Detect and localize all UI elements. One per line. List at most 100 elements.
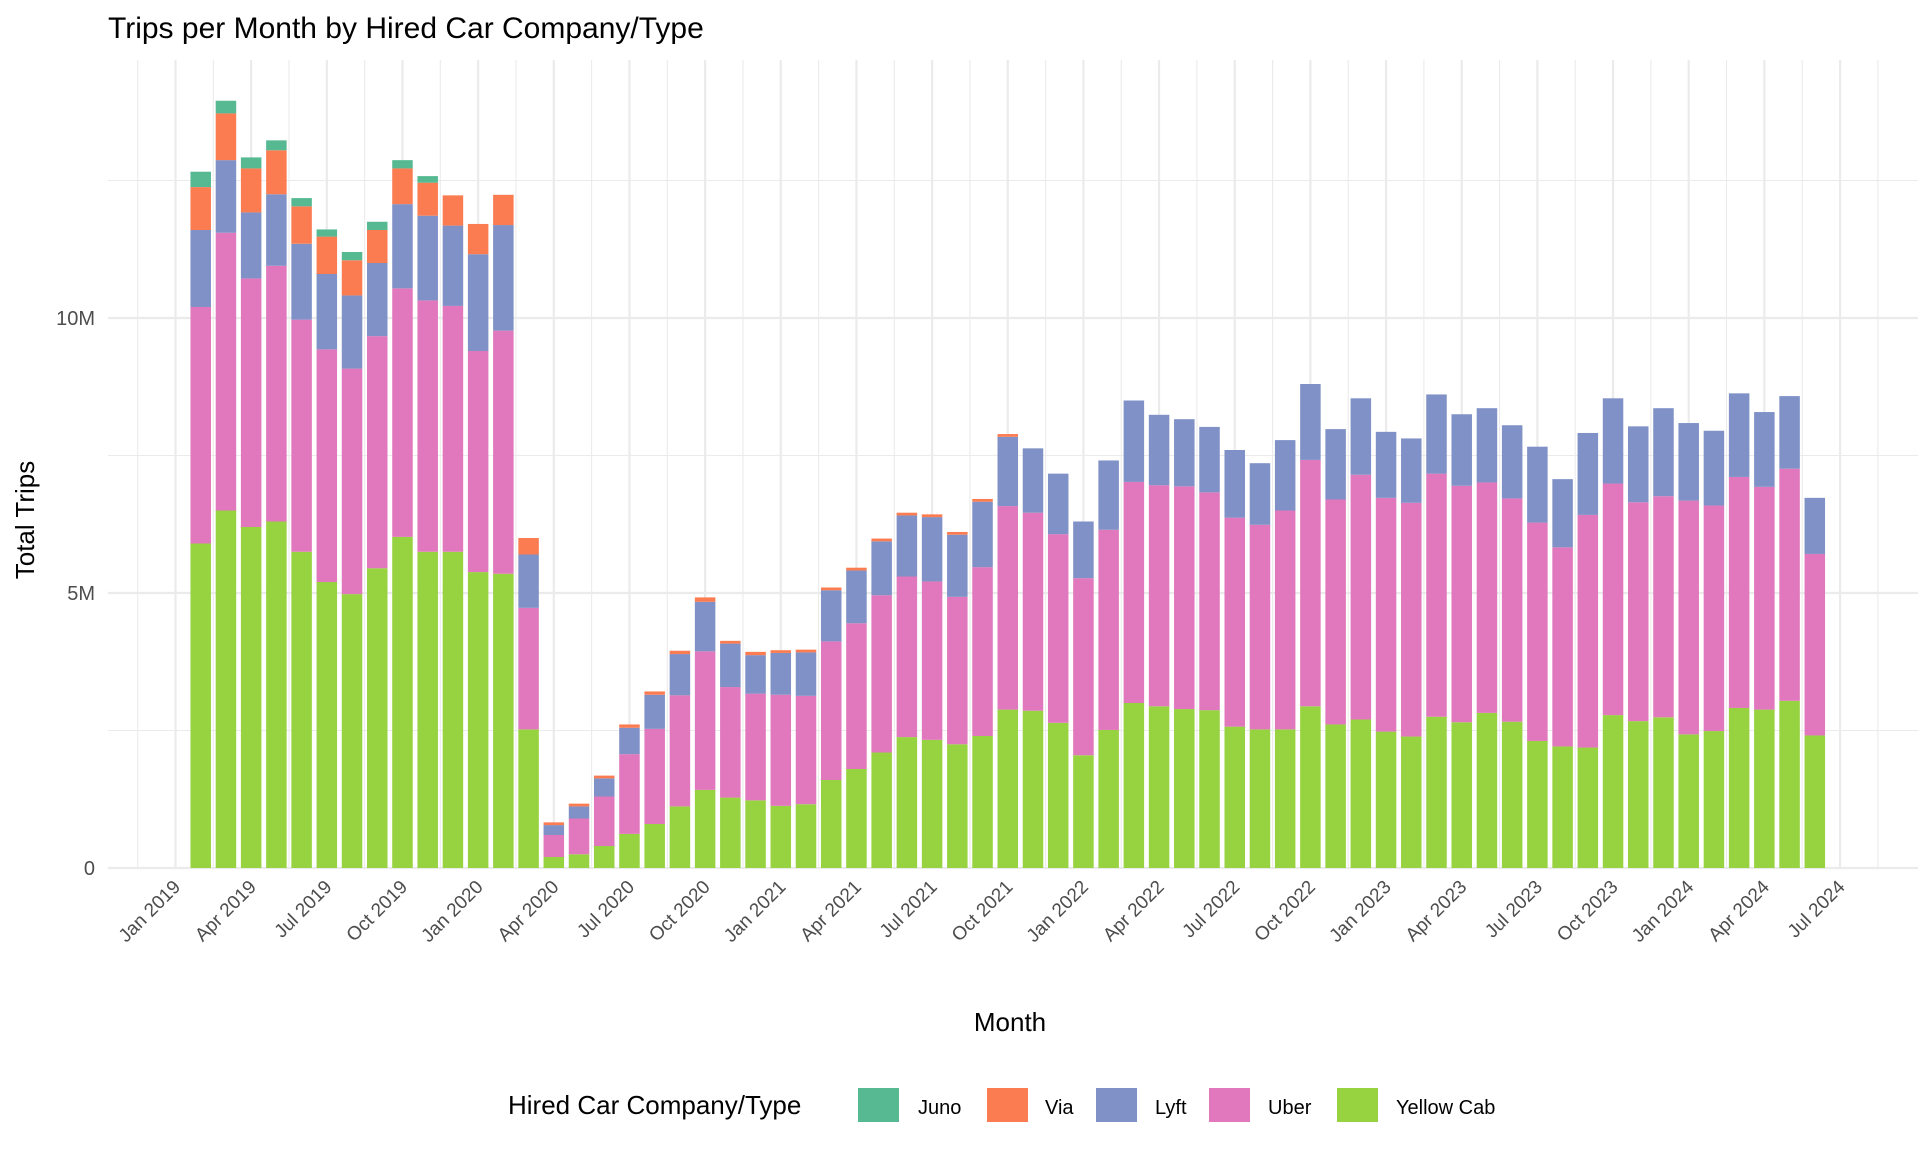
x-tick-label: Apr 2019 bbox=[191, 877, 260, 946]
bar-yellow-cab-2022-08 bbox=[1249, 729, 1271, 868]
bar-yellow-cab-2019-05 bbox=[266, 521, 287, 868]
x-tick-label: Jul 2024 bbox=[1784, 876, 1850, 942]
x-tick-label: Oct 2021 bbox=[948, 877, 1017, 946]
bar-lyft-2024-05 bbox=[1779, 396, 1800, 469]
bar-uber-2020-04 bbox=[543, 835, 565, 857]
bar-lyft-2020-09 bbox=[669, 654, 691, 696]
bar-uber-2023-04 bbox=[1451, 485, 1472, 723]
bar-yellow-cab-2023-06 bbox=[1501, 721, 1523, 868]
bar-yellow-cab-2023-02 bbox=[1401, 736, 1422, 868]
bar-lyft-2021-01 bbox=[770, 652, 792, 695]
bar-lyft-2021-08 bbox=[947, 534, 968, 597]
bar-uber-2023-08 bbox=[1552, 547, 1573, 747]
bar-lyft-2020-03 bbox=[518, 554, 539, 608]
bar-juno-2019-02 bbox=[190, 171, 211, 188]
bar-juno-2019-09 bbox=[367, 221, 388, 230]
bar-via-2020-08 bbox=[644, 691, 665, 695]
bar-yellow-cab-2023-04 bbox=[1451, 722, 1472, 868]
bar-uber-2023-10 bbox=[1602, 483, 1624, 716]
bar-lyft-2022-12 bbox=[1350, 398, 1372, 475]
x-tick-label: Jul 2020 bbox=[573, 877, 639, 943]
bar-via-2019-04 bbox=[240, 168, 262, 213]
bar-yellow-cab-2022-01 bbox=[1073, 755, 1094, 868]
bar-via-2021-10 bbox=[997, 434, 1019, 437]
bar-lyft-2023-02 bbox=[1401, 438, 1422, 503]
bar-lyft-2024-04 bbox=[1754, 412, 1775, 487]
bar-lyft-2019-09 bbox=[367, 263, 388, 337]
x-tick-label: Apr 2022 bbox=[1099, 877, 1168, 946]
bar-via-2019-11 bbox=[417, 182, 438, 216]
bar-yellow-cab-2021-06 bbox=[896, 737, 918, 868]
bar-uber-2021-01 bbox=[770, 694, 792, 806]
y-tick-label: 5M bbox=[67, 583, 95, 605]
bar-lyft-2019-06 bbox=[291, 243, 312, 320]
x-tick-label: Jan 2020 bbox=[417, 877, 487, 947]
x-axis-title: Month bbox=[974, 1007, 1046, 1037]
bar-via-2019-12 bbox=[442, 195, 464, 226]
bar-via-2019-09 bbox=[367, 230, 388, 263]
bar-lyft-2022-07 bbox=[1224, 450, 1245, 518]
bar-yellow-cab-2019-03 bbox=[215, 510, 237, 868]
bar-lyft-2023-10 bbox=[1602, 398, 1624, 484]
bar-lyft-2020-08 bbox=[644, 694, 665, 729]
bar-lyft-2024-06 bbox=[1804, 497, 1826, 554]
bar-lyft-2023-06 bbox=[1501, 425, 1523, 499]
bar-uber-2019-04 bbox=[240, 278, 262, 527]
bar-via-2020-09 bbox=[669, 650, 691, 655]
bar-uber-2024-01 bbox=[1678, 500, 1699, 735]
bar-yellow-cab-2022-09 bbox=[1274, 729, 1296, 868]
bar-uber-2021-08 bbox=[947, 596, 968, 745]
bar-via-2020-05 bbox=[568, 803, 590, 807]
bar-yellow-cab-2023-07 bbox=[1527, 740, 1548, 868]
x-tick-label: Apr 2020 bbox=[494, 877, 563, 946]
bar-yellow-cab-2019-06 bbox=[291, 551, 312, 868]
bar-yellow-cab-2020-04 bbox=[543, 857, 565, 868]
bars bbox=[190, 100, 1826, 868]
bar-uber-2019-11 bbox=[417, 300, 438, 552]
bar-uber-2020-05 bbox=[568, 818, 590, 855]
legend-label: Yellow Cab bbox=[1396, 1097, 1495, 1119]
bar-lyft-2019-11 bbox=[417, 215, 438, 301]
bar-lyft-2019-12 bbox=[442, 225, 464, 306]
bar-uber-2022-03 bbox=[1123, 481, 1145, 703]
bar-lyft-2019-07 bbox=[316, 274, 338, 350]
bar-lyft-2023-11 bbox=[1628, 426, 1649, 503]
bar-uber-2021-04 bbox=[846, 623, 867, 769]
bar-uber-2019-06 bbox=[291, 319, 312, 552]
bar-yellow-cab-2022-12 bbox=[1350, 719, 1372, 868]
bar-yellow-cab-2021-01 bbox=[770, 805, 792, 868]
bar-lyft-2020-12 bbox=[745, 655, 766, 694]
bar-uber-2020-06 bbox=[593, 796, 615, 846]
bar-juno-2019-10 bbox=[392, 160, 413, 169]
bar-yellow-cab-2020-01 bbox=[467, 572, 489, 868]
bar-lyft-2022-08 bbox=[1249, 463, 1271, 525]
bar-uber-2024-05 bbox=[1779, 468, 1800, 701]
legend: Hired Car Company/Type Juno Via Lyft Uber Ye… bbox=[508, 1088, 1495, 1122]
bar-via-2019-03 bbox=[215, 113, 237, 161]
bar-uber-2022-11 bbox=[1325, 499, 1346, 725]
bar-uber-2022-08 bbox=[1249, 524, 1271, 730]
bar-via-2021-04 bbox=[846, 567, 867, 571]
bar-yellow-cab-2023-05 bbox=[1476, 712, 1498, 868]
bar-lyft-2022-05 bbox=[1174, 419, 1195, 487]
bar-juno-2019-05 bbox=[266, 140, 287, 151]
bar-lyft-2020-05 bbox=[568, 806, 590, 819]
bar-uber-2023-09 bbox=[1577, 514, 1599, 748]
bar-lyft-2022-09 bbox=[1274, 440, 1296, 511]
bar-lyft-2023-03 bbox=[1426, 394, 1447, 474]
bar-uber-2023-07 bbox=[1527, 522, 1548, 741]
x-tick-label: Oct 2022 bbox=[1251, 877, 1320, 946]
bar-uber-2022-07 bbox=[1224, 517, 1245, 727]
bar-uber-2024-04 bbox=[1754, 486, 1775, 710]
bar-lyft-2020-10 bbox=[694, 601, 716, 652]
bar-lyft-2024-02 bbox=[1703, 430, 1725, 506]
bar-yellow-cab-2021-11 bbox=[1022, 710, 1044, 868]
bar-yellow-cab-2019-02 bbox=[190, 543, 211, 868]
bar-lyft-2021-11 bbox=[1022, 448, 1044, 513]
x-tick-label: Jan 2024 bbox=[1628, 876, 1698, 946]
bar-uber-2020-03 bbox=[518, 607, 539, 730]
bar-yellow-cab-2022-03 bbox=[1123, 703, 1145, 868]
legend-label: Juno bbox=[918, 1097, 961, 1119]
bar-yellow-cab-2023-12 bbox=[1653, 717, 1674, 868]
bar-uber-2020-01 bbox=[467, 351, 489, 573]
